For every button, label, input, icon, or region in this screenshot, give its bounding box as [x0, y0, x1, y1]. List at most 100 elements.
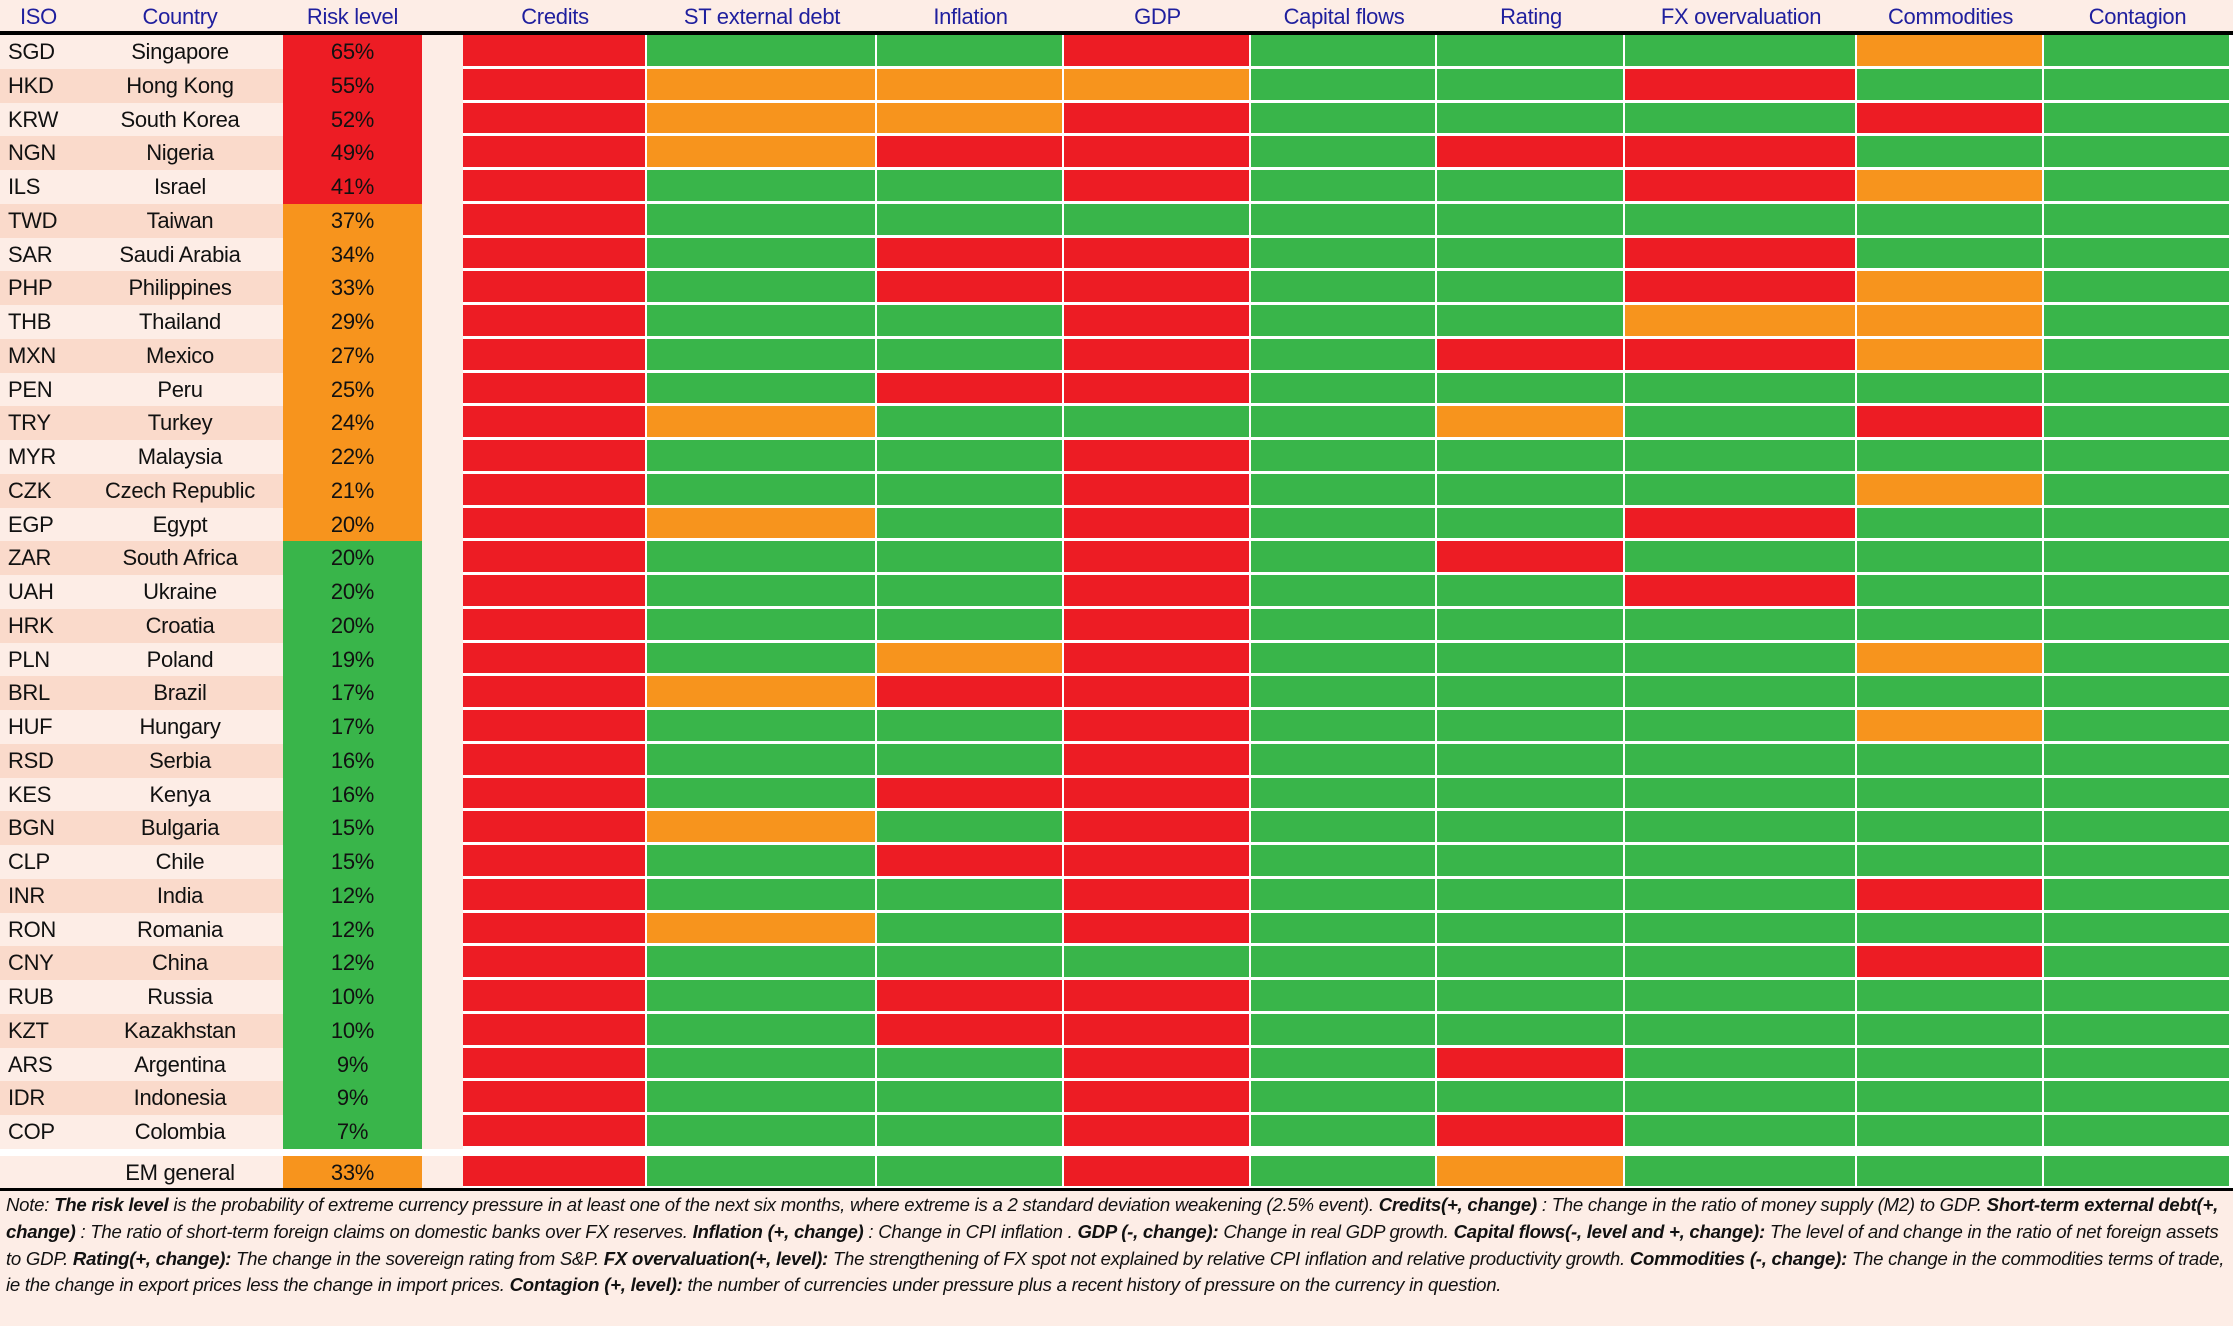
risk-level-value: 19%: [283, 643, 422, 676]
risk-level-value: 16%: [283, 744, 422, 778]
signal-cell-inflation: [877, 271, 1062, 302]
signal-cell-rating: [1437, 744, 1623, 775]
signal-cell-contagion: [2044, 1014, 2229, 1045]
signal-cell-capital-flows: [1251, 474, 1435, 505]
signal-cell-capital-flows: [1251, 305, 1435, 336]
signal-cell-credits: [463, 440, 645, 471]
signal-cell-gdp: [1064, 980, 1249, 1011]
signal-cell-gdp: [1064, 238, 1249, 268]
signal-cell-gdp: [1064, 204, 1249, 235]
risk-level-value: 12%: [283, 913, 422, 946]
risk-level-value: 15%: [283, 811, 422, 845]
risk-level-value: 16%: [283, 778, 422, 811]
signal-cell-rating: [1437, 1048, 1623, 1078]
signal-cell-commodities: [1857, 35, 2042, 66]
risk-level-value: 37%: [283, 204, 422, 238]
signal-cell-commodities: [1857, 879, 2042, 910]
signal-cell-commodities: [1857, 1081, 2042, 1112]
signal-cell-inflation: [877, 609, 1062, 640]
signal-cell-contagion: [2044, 710, 2229, 741]
signal-cell-gdp: [1064, 373, 1249, 403]
signal-cell-contagion: [2044, 440, 2229, 471]
signal-cell-inflation: [877, 339, 1062, 370]
signal-cell-inflation: [877, 1115, 1062, 1146]
signal-cell-inflation: [877, 474, 1062, 505]
country-name: Malaysia: [77, 440, 283, 474]
signal-cell-contagion: [2044, 845, 2229, 876]
signal-cell-contagion: [2044, 474, 2229, 505]
signal-cell-st-external-debt: [647, 440, 875, 471]
signal-cell-rating: [1437, 1081, 1623, 1112]
signal-cell-contagion: [2044, 238, 2229, 268]
signal-cell-credits: [463, 676, 645, 707]
signal-cell-credits: [463, 103, 645, 133]
signal-cell-gdp: [1064, 744, 1249, 775]
note-text: The strengthening of FX spot not explain…: [827, 1247, 1630, 1269]
iso-code: NGN: [0, 136, 77, 170]
signal-cell-st-external-debt: [647, 744, 875, 775]
risk-level-value: 41%: [283, 170, 422, 204]
signal-cell-fx-overvaluation: [1625, 474, 1855, 505]
signal-cell-gdp: [1064, 879, 1249, 910]
signal-cell-credits: [463, 238, 645, 268]
risk-level-value: 12%: [283, 879, 422, 913]
signal-cell-capital-flows: [1251, 541, 1435, 572]
signal-cell-inflation: [877, 170, 1062, 201]
risk-level-value: 12%: [283, 946, 422, 980]
signal-cell-rating: [1437, 1014, 1623, 1045]
signal-cell-credits: [463, 305, 645, 336]
country-name: EM general: [77, 1156, 283, 1189]
signal-cell-gdp: [1064, 69, 1249, 100]
iso-code: COP: [0, 1115, 77, 1149]
country-name: Brazil: [77, 676, 283, 710]
signal-cell-gdp: [1064, 35, 1249, 66]
signal-cell-fx-overvaluation: [1625, 508, 1855, 538]
signal-cell-capital-flows: [1251, 744, 1435, 775]
signal-cell-fx-overvaluation: [1625, 35, 1855, 66]
signal-cell-capital-flows: [1251, 69, 1435, 100]
signal-cell-fx-overvaluation: [1625, 1115, 1855, 1146]
header-credits: Credits: [521, 4, 589, 29]
signal-cell-commodities: [1857, 474, 2042, 505]
iso-code: HUF: [0, 710, 77, 744]
signal-cell-credits: [463, 913, 645, 943]
signal-cell-contagion: [2044, 508, 2229, 538]
iso-code: ARS: [0, 1048, 77, 1081]
signal-cell-gdp: [1064, 271, 1249, 302]
signal-cell-credits: [463, 204, 645, 235]
signal-cell-st-external-debt: [647, 913, 875, 943]
signal-cell-credits: [463, 609, 645, 640]
signal-cell-capital-flows: [1251, 373, 1435, 403]
signal-cell-st-external-debt: [647, 845, 875, 876]
note-text: The change in the sovereign rating from …: [231, 1247, 604, 1269]
iso-code: SAR: [0, 238, 77, 271]
signal-cell-capital-flows: [1251, 204, 1435, 235]
iso-code: MYR: [0, 440, 77, 474]
signal-cell-st-external-debt: [647, 238, 875, 268]
signal-cell-fx-overvaluation: [1625, 643, 1855, 673]
header-rule: [0, 31, 2233, 35]
note-text: The level of and change in the ratio of …: [6, 1220, 2219, 1269]
signal-cell-fx-overvaluation: [1625, 238, 1855, 268]
signal-cell-inflation: [877, 508, 1062, 538]
signal-cell-commodities: [1857, 238, 2042, 268]
signal-cell-fx-overvaluation: [1625, 170, 1855, 201]
risk-level-value: 27%: [283, 339, 422, 373]
signal-cell-fx-overvaluation: [1625, 136, 1855, 167]
signal-cell-st-external-debt: [647, 676, 875, 707]
country-name: Turkey: [77, 406, 283, 440]
header-capital-flows: Capital flows: [1283, 4, 1405, 29]
risk-level-value: 52%: [283, 103, 422, 136]
signal-cell-st-external-debt: [647, 643, 875, 673]
signal-cell-credits: [463, 1156, 645, 1186]
signal-cell-capital-flows: [1251, 339, 1435, 370]
signal-cell-capital-flows: [1251, 1156, 1435, 1186]
signal-cell-gdp: [1064, 710, 1249, 741]
signal-cell-inflation: [877, 643, 1062, 673]
signal-cell-contagion: [2044, 271, 2229, 302]
note-text: The change in the commodities terms of t…: [6, 1247, 2225, 1296]
country-name: Taiwan: [77, 204, 283, 238]
signal-cell-inflation: [877, 305, 1062, 336]
risk-level-value: 17%: [283, 676, 422, 710]
note-text: : The ratio of short-term foreign claims…: [75, 1220, 693, 1242]
